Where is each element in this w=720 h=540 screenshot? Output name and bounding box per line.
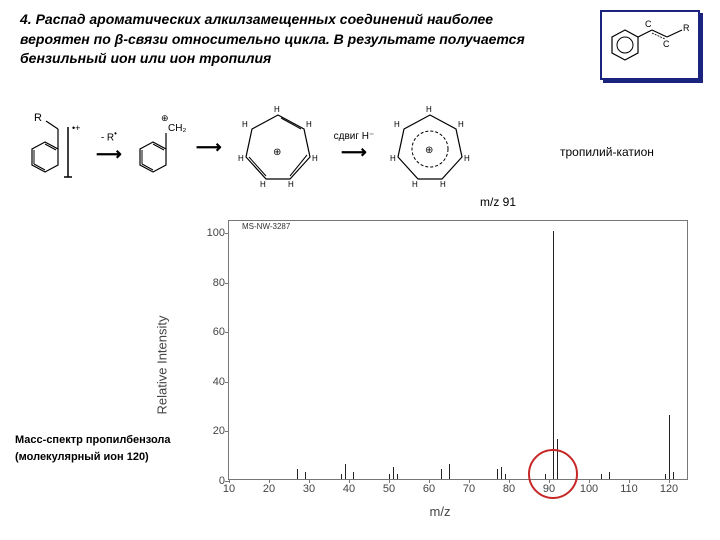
- y-tick-label: 0: [199, 475, 225, 487]
- spectrum-peak: [297, 469, 298, 479]
- x-tick-label: 40: [343, 483, 355, 495]
- svg-text:CH₂: CH₂: [168, 123, 186, 134]
- spectrum-peak: [441, 469, 442, 479]
- x-tick-label: 10: [223, 483, 235, 495]
- spectrum-peak: [345, 464, 346, 479]
- cycloheptatriene-icon: H H H H H H H ⊕: [228, 105, 328, 190]
- x-tick-label: 100: [580, 483, 598, 495]
- svg-text:H: H: [274, 105, 280, 114]
- spectrum-peak: [305, 472, 306, 479]
- benzyl-r-structure-icon: C C R: [605, 15, 695, 75]
- spectrum-peak: [449, 464, 450, 479]
- radical-cation-icon: R •+: [20, 107, 90, 187]
- svg-text:•+: •+: [72, 123, 80, 133]
- y-tick-label: 40: [199, 376, 225, 388]
- svg-text:H: H: [242, 120, 248, 129]
- svg-text:H: H: [440, 180, 446, 189]
- spectrum-peak: [497, 469, 498, 479]
- spectrum-caption: Масс-спектр пропилбензола (молекулярный …: [15, 432, 185, 465]
- plot-area: 020406080100102030405060708090100110120: [228, 220, 688, 480]
- svg-text:H: H: [458, 120, 464, 129]
- x-tick-label: 80: [503, 483, 515, 495]
- svg-text:⊕: ⊕: [273, 147, 281, 158]
- spectrum-peak: [393, 467, 394, 479]
- arrow-icon: ⟶: [341, 142, 367, 163]
- x-tick-label: 30: [303, 483, 315, 495]
- svg-text:R: R: [34, 112, 42, 124]
- svg-text:H: H: [412, 180, 418, 189]
- y-tick-label: 100: [199, 227, 225, 239]
- x-tick-label: 110: [620, 483, 638, 495]
- caption-line-1: Масс-спектр пропилбензола: [15, 432, 185, 449]
- benzyl-cation-icon: CH₂ ⊕: [128, 107, 190, 187]
- svg-text:H: H: [288, 180, 294, 189]
- svg-text:H: H: [260, 180, 266, 189]
- tropylium-cation-icon: H H H H H H H ⊕: [380, 105, 480, 190]
- x-tick-label: 60: [423, 483, 435, 495]
- x-tick-label: 120: [660, 483, 678, 495]
- x-axis-label: m/z: [430, 504, 451, 519]
- spectrum-peak: [501, 467, 502, 479]
- spectrum-peak: [553, 231, 554, 479]
- y-axis-label: Relative Intensity: [155, 315, 170, 414]
- x-tick-label: 70: [463, 483, 475, 495]
- spectrum-peak: [389, 474, 390, 479]
- svg-text:C: C: [663, 39, 670, 49]
- spectrum-peak: [673, 472, 674, 479]
- svg-text:H: H: [426, 105, 432, 114]
- heading-text: 4. Распад ароматических алкилзамещенных …: [20, 10, 560, 69]
- svg-text:H: H: [312, 154, 318, 163]
- spectrum-peak: [665, 474, 666, 479]
- caption-line-2: (молекулярный ион 120): [15, 449, 185, 466]
- spectrum-peak: [353, 472, 354, 479]
- spectrum-peak: [601, 474, 602, 479]
- y-tick-label: 20: [199, 425, 225, 437]
- svg-text:H: H: [390, 154, 396, 163]
- svg-text:H: H: [306, 120, 312, 129]
- spectrum-peak: [505, 474, 506, 479]
- mz-91-label: m/z 91: [480, 195, 516, 209]
- mass-spectrum-chart: Relative Intensity MS-NW-3287 0204060801…: [180, 212, 700, 517]
- svg-text:C: C: [645, 19, 652, 29]
- spectrum-peak: [609, 472, 610, 479]
- svg-text:⊕: ⊕: [161, 113, 169, 123]
- spectrum-peak: [669, 415, 670, 479]
- arrow-h-shift-label: сдвиг H⁻: [334, 131, 375, 142]
- arrow-icon: ⟶: [196, 137, 222, 158]
- spectrum-peak: [545, 474, 546, 479]
- structure-box: C C R: [600, 10, 700, 80]
- svg-text:R: R: [683, 23, 690, 33]
- arrow-icon: ⟶: [96, 144, 122, 165]
- svg-text:H: H: [394, 120, 400, 129]
- svg-text:H: H: [238, 154, 244, 163]
- x-tick-label: 20: [263, 483, 275, 495]
- y-tick-label: 80: [199, 277, 225, 289]
- x-tick-label: 90: [543, 483, 555, 495]
- tropylium-text-label: тропилий-катион: [560, 145, 654, 159]
- spectrum-peak: [397, 474, 398, 479]
- x-tick-label: 50: [383, 483, 395, 495]
- arrow-minus-r-label: - R•: [101, 129, 117, 143]
- spectrum-peak: [341, 474, 342, 479]
- svg-text:⊕: ⊕: [425, 145, 433, 156]
- y-tick-label: 60: [199, 326, 225, 338]
- spectrum-peak: [557, 439, 558, 479]
- svg-text:H: H: [464, 154, 470, 163]
